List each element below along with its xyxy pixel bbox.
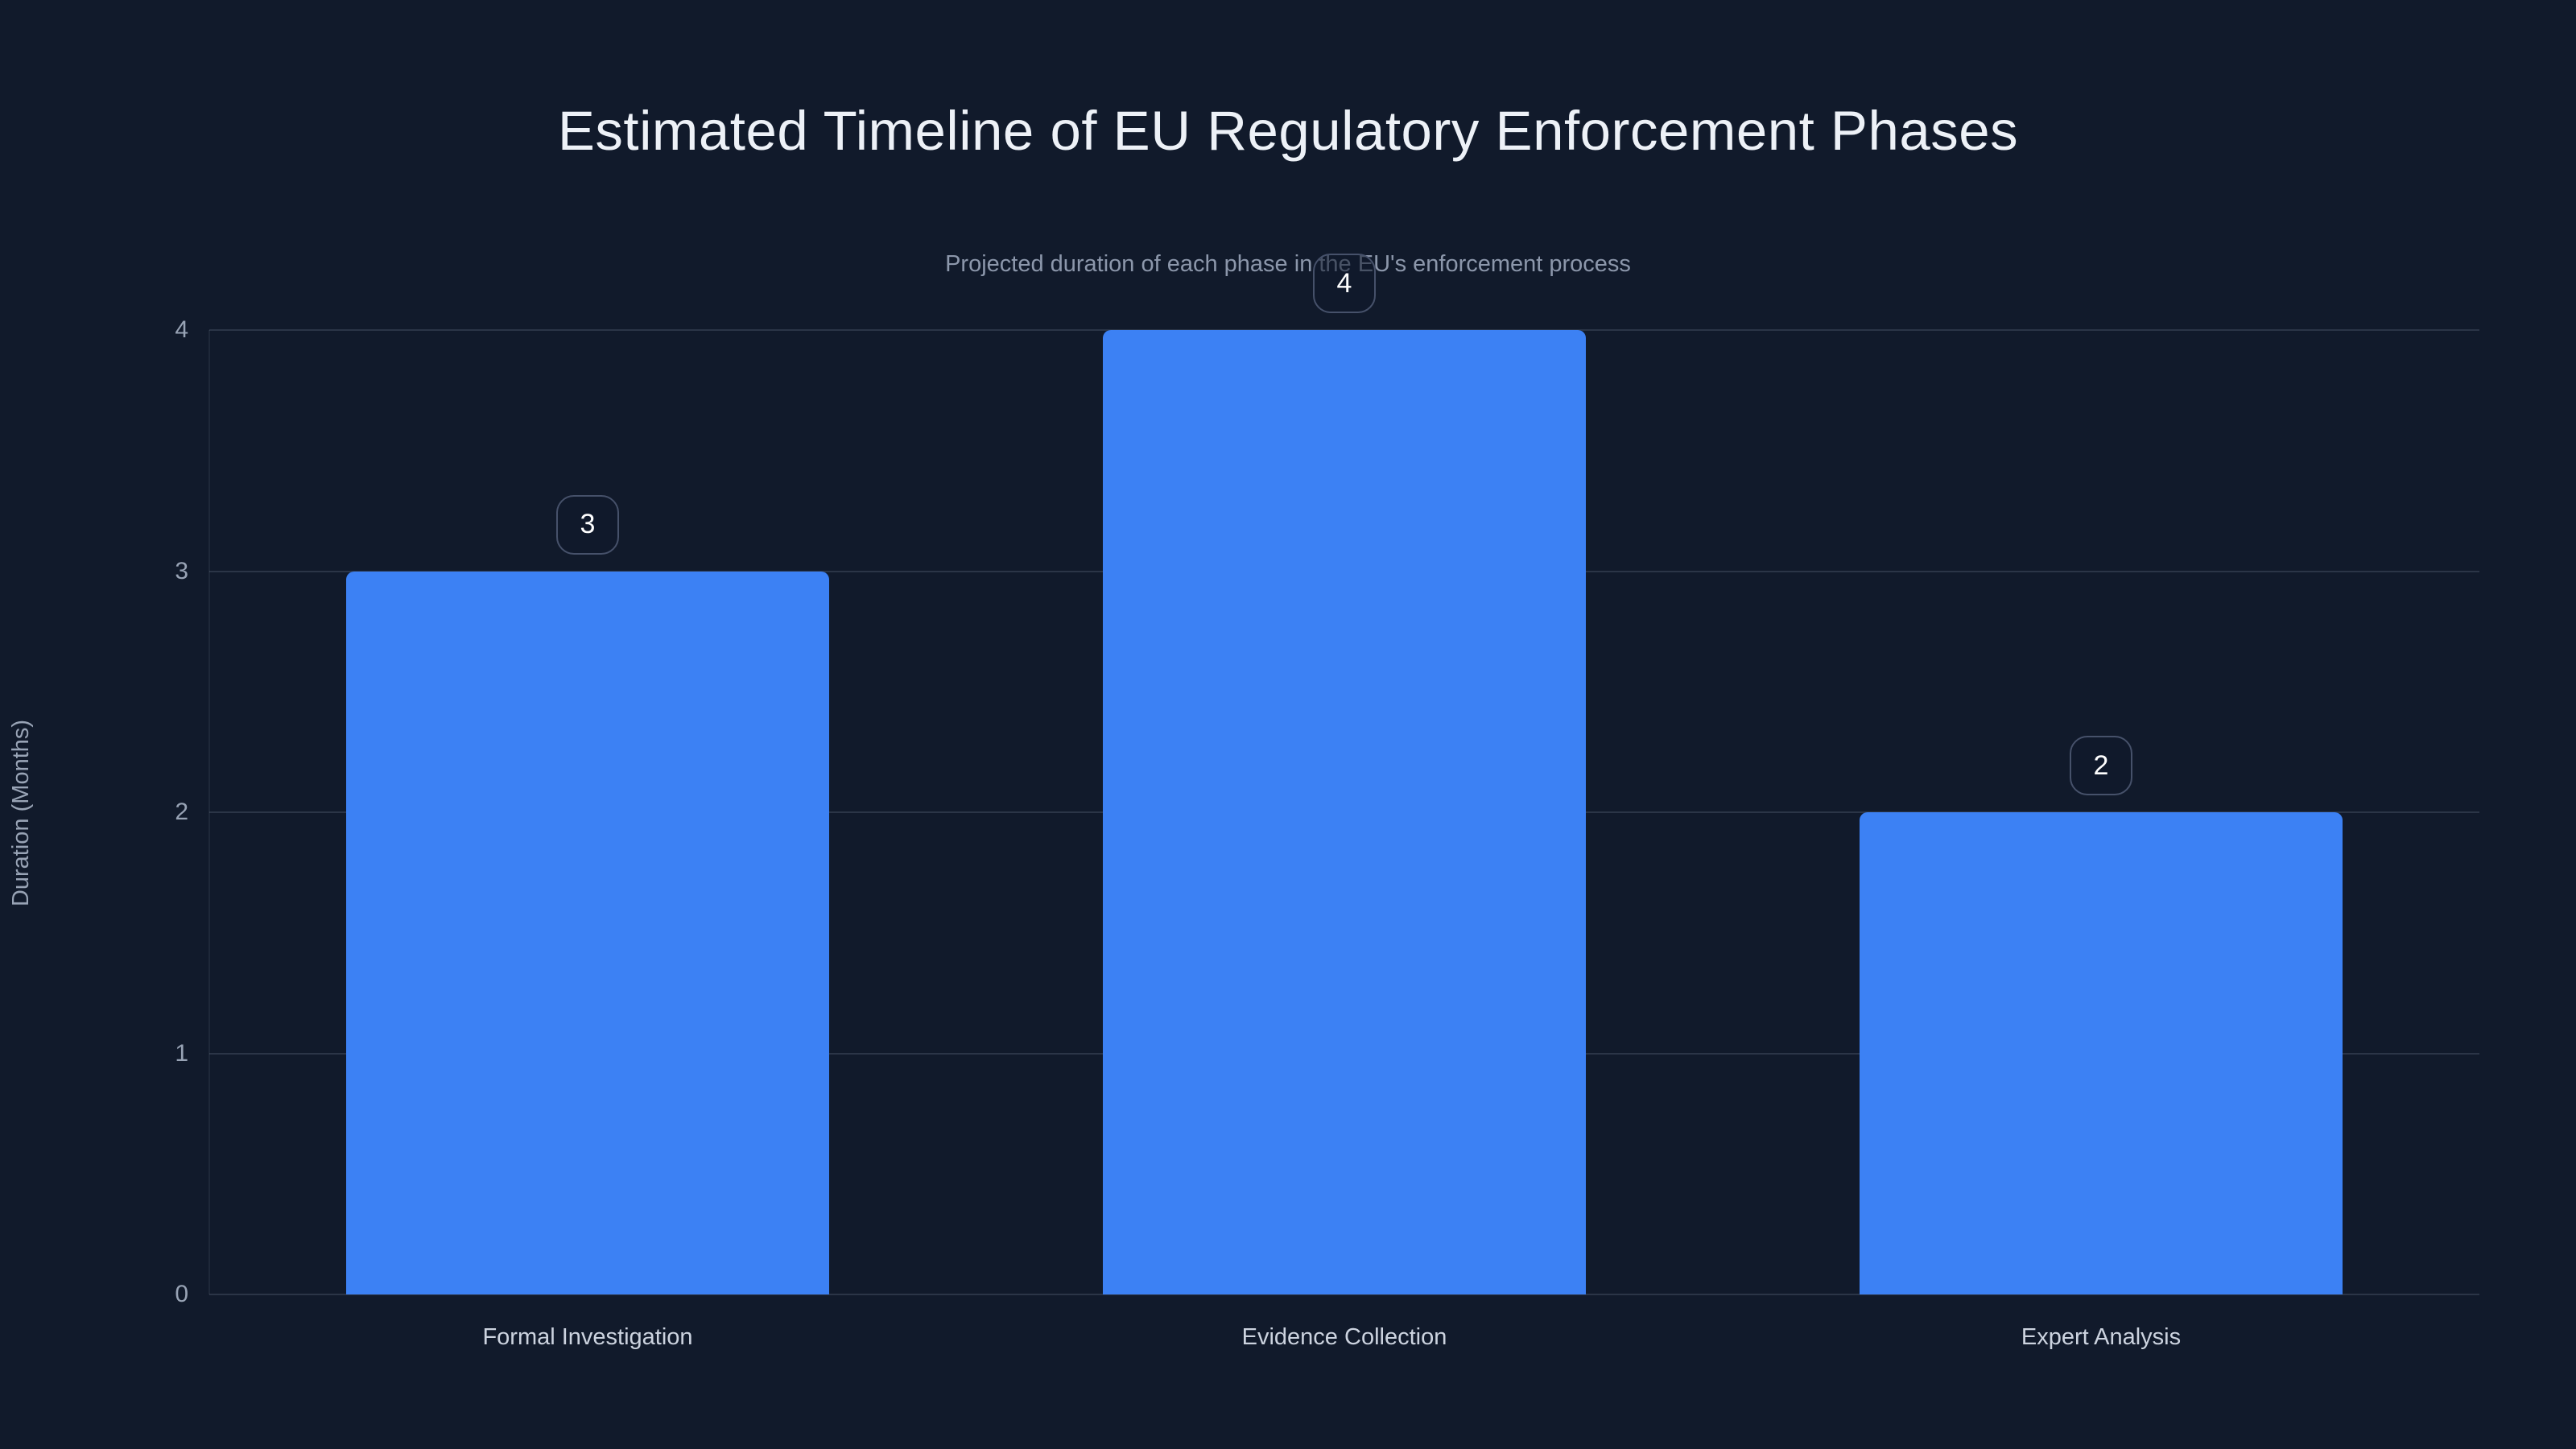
y-tick-label-1: 1 xyxy=(175,1039,188,1067)
x-category-label-0: Formal Investigation xyxy=(482,1324,693,1350)
x-category-label-2: Expert Analysis xyxy=(2021,1324,2182,1350)
chart-subtitle: Projected duration of each phase in the … xyxy=(945,251,1631,277)
bar-1[interactable] xyxy=(1103,330,1586,1294)
bar-0[interactable] xyxy=(346,571,829,1294)
bar-value-badge-1: 4 xyxy=(1313,254,1376,313)
x-category-label-1: Evidence Collection xyxy=(1241,1324,1447,1350)
y-tick-label-2: 2 xyxy=(175,799,188,825)
gridline-y-0 xyxy=(209,1294,2479,1295)
bar-value-badge-2: 2 xyxy=(2070,736,2132,795)
y-axis-line xyxy=(208,330,210,1294)
y-tick-label-4: 4 xyxy=(175,316,188,343)
bar-2[interactable] xyxy=(1860,812,2343,1294)
bar-value-badge-0: 3 xyxy=(556,494,619,555)
y-tick-label-0: 0 xyxy=(175,1281,188,1307)
y-axis-title: Duration (Months) xyxy=(8,719,34,907)
chart-title: Estimated Timeline of EU Regulatory Enfo… xyxy=(557,100,2019,162)
plot-area: 0 1 2 3 4 3 Formal Investigation 4 Evidence Coll… xyxy=(175,254,2479,1350)
y-tick-label-3: 3 xyxy=(175,557,188,584)
